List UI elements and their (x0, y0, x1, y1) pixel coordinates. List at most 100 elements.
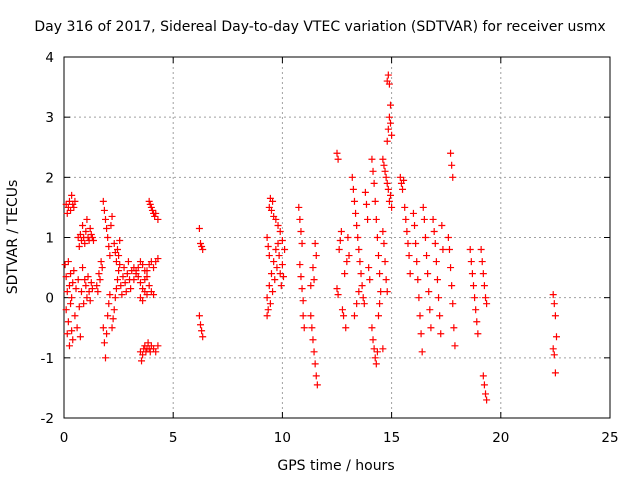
data-point (86, 224, 94, 232)
data-point (334, 291, 342, 299)
data-point (273, 264, 281, 272)
data-point (134, 273, 142, 281)
data-point (374, 312, 382, 320)
y-tick-label: -1 (41, 351, 54, 367)
data-point (372, 360, 380, 368)
data-point (309, 336, 317, 344)
data-point (152, 348, 160, 356)
data-point (62, 273, 70, 281)
data-point (103, 224, 111, 232)
data-point (82, 282, 90, 290)
data-point (409, 209, 417, 217)
data-point (467, 258, 475, 266)
data-point (67, 206, 75, 214)
data-point (115, 252, 123, 260)
data-point (199, 246, 207, 254)
data-point (86, 297, 94, 305)
data-point (63, 209, 71, 217)
data-point (447, 149, 455, 157)
data-point (272, 246, 280, 254)
data-point (308, 324, 316, 332)
data-point (480, 381, 488, 389)
data-point (146, 200, 154, 208)
data-point (299, 297, 307, 305)
data-point (83, 294, 91, 302)
data-point (357, 270, 365, 278)
data-point (197, 240, 204, 248)
grid-lines (64, 57, 610, 418)
data-point (338, 306, 346, 314)
data-point (336, 237, 344, 245)
data-point (472, 306, 480, 314)
data-point (96, 276, 104, 284)
data-point (482, 390, 490, 398)
data-point (311, 360, 319, 368)
data-point (139, 261, 147, 269)
data-point (81, 276, 89, 284)
data-point (374, 252, 382, 260)
data-point (79, 264, 87, 272)
data-point (101, 215, 109, 223)
data-point (281, 246, 289, 254)
data-point (279, 273, 287, 281)
data-point (61, 261, 69, 269)
y-tick-label: 2 (45, 170, 54, 186)
data-point (272, 215, 280, 223)
data-point (371, 354, 379, 362)
data-point (353, 221, 361, 229)
data-point (93, 282, 101, 290)
data-point (152, 209, 160, 217)
data-point (427, 324, 435, 332)
data-point (151, 212, 159, 220)
data-point (154, 215, 162, 223)
data-point (341, 270, 349, 278)
data-point (99, 324, 107, 332)
data-point (64, 258, 72, 266)
data-point (387, 191, 395, 199)
data-point (365, 264, 373, 272)
data-point (334, 155, 342, 163)
data-point (144, 339, 152, 347)
data-point (404, 240, 412, 248)
data-point (399, 185, 407, 193)
data-point (376, 270, 384, 278)
data-point (85, 288, 93, 296)
data-point (298, 240, 306, 248)
data-point (110, 306, 118, 314)
data-point (269, 288, 277, 296)
data-point (356, 258, 364, 266)
data-point (424, 270, 432, 278)
data-point (433, 276, 441, 284)
data-point (355, 246, 363, 254)
data-point (278, 237, 286, 245)
data-point (343, 258, 351, 266)
data-point (373, 234, 381, 241)
data-point (77, 288, 85, 296)
axis-ticks (63, 56, 611, 419)
data-point (368, 324, 376, 332)
data-point (150, 291, 158, 299)
data-point (377, 288, 385, 296)
y-tick-label: -2 (41, 411, 54, 427)
data-point (110, 240, 118, 248)
x-tick-labels: 0 5 10 15 20 25 (60, 430, 619, 446)
data-point (70, 203, 78, 211)
data-point (76, 333, 84, 341)
data-point (449, 173, 457, 181)
data-point (62, 306, 70, 314)
data-point (83, 215, 91, 223)
data-point (355, 288, 363, 296)
data-point (143, 291, 151, 299)
data-point (82, 227, 90, 235)
data-point (120, 264, 128, 272)
data-point (350, 197, 358, 205)
data-point (75, 243, 83, 251)
data-point (116, 261, 124, 269)
y-axis-label: SDTVAR / TECUs (5, 180, 21, 295)
data-point (412, 240, 420, 248)
data-point (296, 261, 304, 269)
data-point (119, 273, 127, 281)
data-point (122, 288, 130, 296)
data-point (333, 149, 341, 157)
